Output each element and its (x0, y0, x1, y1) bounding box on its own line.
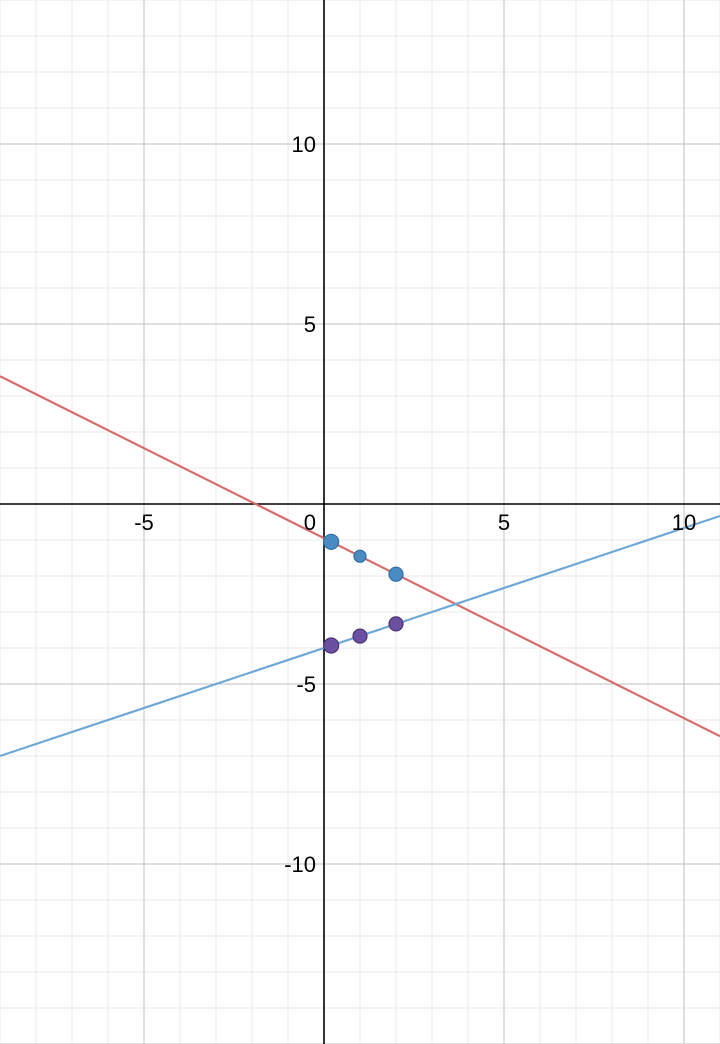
x-tick-label: 0 (304, 510, 316, 535)
y-tick-label: -5 (296, 672, 316, 697)
y-tick-label: 10 (292, 132, 316, 157)
pt-purple-1 (353, 629, 367, 643)
x-tick-label: -5 (134, 510, 154, 535)
pt-purple-2 (389, 617, 403, 631)
y-tick-label: 5 (304, 312, 316, 337)
pt-blue-0 (324, 534, 339, 549)
pt-blue-1 (354, 550, 366, 562)
pt-blue-2 (389, 567, 403, 581)
pt-purple-0 (324, 638, 339, 653)
coordinate-chart: -5 0 5 10 10 5 -5 -10 (0, 0, 720, 1044)
x-tick-label: 5 (498, 510, 510, 535)
x-tick-label: 10 (672, 510, 696, 535)
y-tick-label: -10 (284, 852, 316, 877)
chart-svg: -5 0 5 10 10 5 -5 -10 (0, 0, 720, 1044)
